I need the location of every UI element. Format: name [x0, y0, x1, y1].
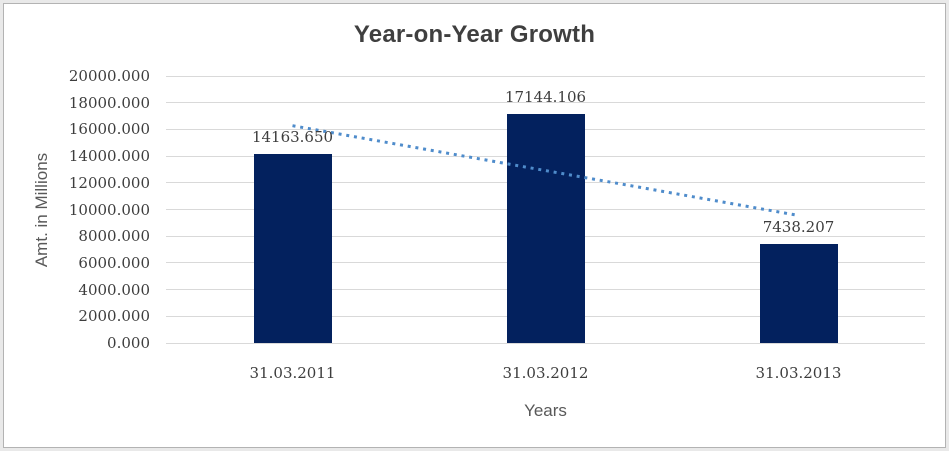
y-axis-title: Amt. in Millions — [32, 152, 51, 268]
x-axis-tick-label: 31.03.2013 — [755, 364, 842, 382]
y-axis-tick-label: 14000.000 — [68, 147, 150, 166]
trendline-path — [292, 124, 799, 217]
y-axis-tick-label: 2000.000 — [78, 307, 150, 326]
gridline — [166, 342, 925, 344]
bar-31.03.2011 — [253, 153, 332, 343]
y-axis-tick-label: 20000.000 — [68, 67, 150, 85]
y-axis-tick-label: 4000.000 — [78, 280, 150, 299]
gridline — [166, 102, 925, 104]
gridline — [166, 75, 925, 77]
y-axis-tick-label: 10000.000 — [68, 200, 150, 219]
y-axis-tick-label: 8000.000 — [78, 227, 150, 246]
data-label: 17144.106 — [504, 88, 587, 107]
y-axis-tick-label: 12000.000 — [68, 173, 150, 192]
data-label: 7438.207 — [762, 217, 835, 236]
bar-31.03.2012 — [506, 114, 585, 343]
y-axis-tick-label: 18000.000 — [68, 93, 150, 112]
x-axis-tick-label: 31.03.2011 — [249, 364, 336, 382]
y-axis-tick-label: 16000.000 — [68, 120, 150, 139]
trendline — [292, 124, 799, 217]
chart-title: Year-on-Year Growth — [353, 21, 596, 48]
chart-frame — [3, 3, 946, 448]
x-axis-tick-label: 31.03.2012 — [502, 364, 589, 382]
x-axis-title: Years — [524, 401, 567, 420]
y-axis-tick-label: 6000.000 — [78, 253, 150, 272]
y-axis-tick-label: 0.000 — [107, 334, 150, 352]
data-label: 14163.650 — [251, 127, 334, 146]
bar-31.03.2013 — [759, 243, 838, 343]
